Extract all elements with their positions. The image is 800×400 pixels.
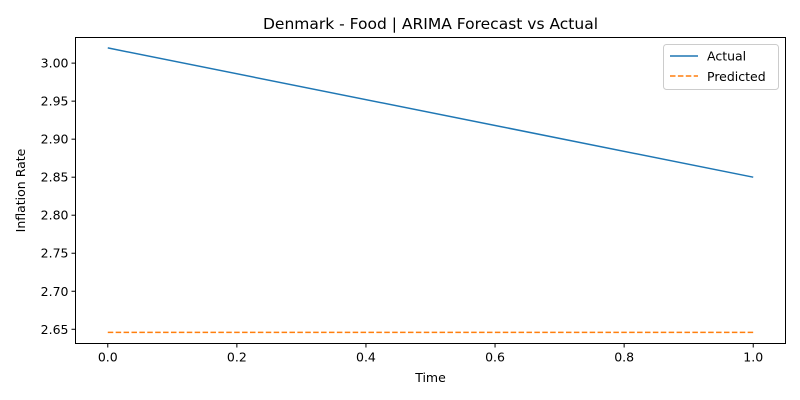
y-tick-label: 2.85 — [41, 170, 69, 185]
series-lines — [107, 47, 754, 334]
legend-label-predicted: Predicted — [707, 69, 766, 84]
legend-label-actual: Actual — [707, 49, 746, 64]
x-tick-label: 0.6 — [485, 350, 505, 365]
y-tick-label: 3.00 — [41, 56, 69, 71]
x-axis: 0.0 0.2 0.4 0.6 0.8 1.0 — [98, 343, 763, 365]
x-tick-label: 0.2 — [227, 350, 247, 365]
y-tick-label: 2.90 — [41, 132, 69, 147]
x-axis-title: Time — [414, 370, 446, 385]
y-axis: 2.65 2.70 2.75 2.80 2.85 2.90 2.95 3.00 — [41, 56, 76, 337]
x-tick-label: 0.8 — [614, 350, 634, 365]
x-tick-label: 1.0 — [743, 350, 763, 365]
chart-title: Denmark - Food | ARIMA Forecast vs Actua… — [263, 15, 598, 33]
y-axis-title: Inflation Rate — [13, 148, 28, 232]
y-tick-label: 2.75 — [41, 246, 69, 261]
x-tick-label: 0.4 — [356, 350, 376, 365]
plot-frame — [75, 37, 786, 344]
y-tick-label: 2.80 — [41, 208, 69, 223]
series-line-actual — [107, 47, 754, 178]
legend: Actual Predicted — [663, 44, 779, 90]
plot-area: 0.0 0.2 0.4 0.6 0.8 1.0 2.652.702.752.802.852… — [41, 37, 786, 365]
y-tick-label: 2.65 — [41, 322, 69, 337]
y-tick-label: 2.70 — [41, 284, 69, 299]
x-tick-label: 0.0 — [98, 350, 118, 365]
y-tick-label: 2.95 — [41, 94, 69, 109]
